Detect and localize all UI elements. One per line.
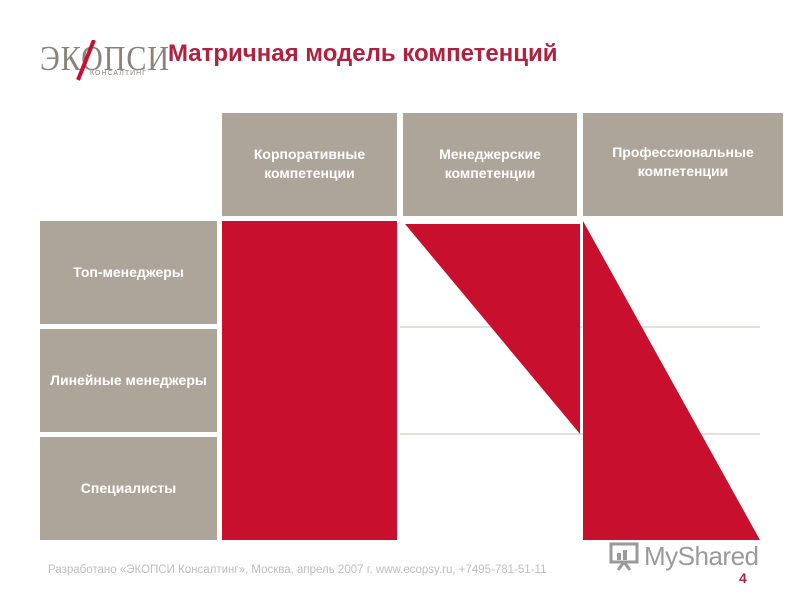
logo-subtitle: КОНСАЛТИНГ: [90, 70, 147, 77]
logo-wordmark: ЭКОПСИ: [40, 40, 171, 78]
column-header-managerial: Менеджерские компетенции: [403, 113, 577, 216]
professional-competence-triangle: [583, 221, 760, 540]
row-header-top-managers: Топ-менеджеры: [40, 221, 217, 324]
watermark-text: MyShared: [644, 540, 759, 571]
slide-title: Матричная модель компетенций: [168, 40, 558, 67]
row-header-line-managers: Линейные менеджеры: [40, 329, 217, 432]
managerial-competence-triangle: [405, 224, 580, 434]
logo-slash-mark: [76, 40, 96, 81]
row-header-specialists: Специалисты: [40, 437, 217, 540]
company-logo: ЭКОПСИ КОНСАЛТИНГ: [40, 40, 169, 84]
column-header-professional: Профессиональные компетенции: [583, 113, 783, 216]
watermark: MyShared: [608, 538, 768, 574]
presentation-board-icon: [609, 542, 639, 571]
page-number: 4: [739, 570, 747, 586]
footer-credits: Разработано «ЭКОПСИ Консалтинг», Москва,…: [48, 564, 547, 576]
column-header-corporate: Корпоративные компетенции: [222, 113, 397, 216]
corporate-competence-block: [222, 221, 397, 540]
